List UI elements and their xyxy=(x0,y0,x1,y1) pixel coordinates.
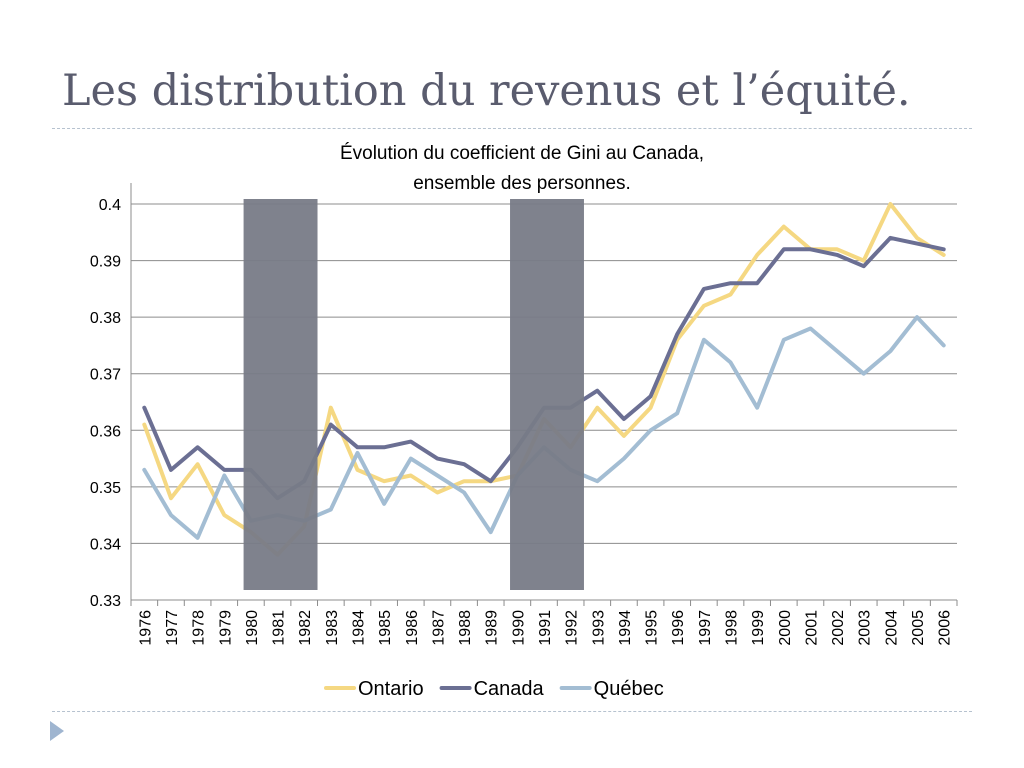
footer-divider xyxy=(52,711,972,712)
x-tick-label: 1988 xyxy=(457,610,474,646)
x-tick-label: 1992 xyxy=(564,610,581,646)
legend-label-2: Québec xyxy=(594,678,664,700)
x-tick-label: 2001 xyxy=(803,610,820,646)
x-tick-label: 1985 xyxy=(377,610,394,646)
x-tick-label: 1978 xyxy=(191,610,208,646)
shaded-period-1 xyxy=(510,199,584,590)
x-tick-label: 1999 xyxy=(750,610,767,646)
y-tick-label: 0.33 xyxy=(90,593,121,610)
x-tick-label: 1993 xyxy=(590,610,607,646)
x-tick-label: 1982 xyxy=(297,610,314,646)
x-tick-label: 1994 xyxy=(617,610,634,646)
x-tick-label: 2002 xyxy=(830,610,847,646)
x-tick-label: 1979 xyxy=(217,610,234,646)
x-tick-label: 1976 xyxy=(137,610,154,646)
y-tick-label: 0.37 xyxy=(90,367,121,384)
y-tick-label: 0.35 xyxy=(90,480,121,497)
x-tick-label: 1995 xyxy=(644,610,661,646)
x-tick-label: 1998 xyxy=(724,610,741,646)
title-divider xyxy=(52,128,972,129)
shaded-period-0 xyxy=(243,199,318,590)
x-tick-label: 2003 xyxy=(857,610,874,646)
x-tick-label: 1977 xyxy=(164,610,181,646)
x-tick-label: 1980 xyxy=(244,610,261,646)
y-tick-label: 0.36 xyxy=(90,423,121,440)
x-tick-label: 2006 xyxy=(937,610,954,646)
slide-title: Les distribution du revenus et l’équité. xyxy=(62,66,911,116)
x-tick-label: 1986 xyxy=(404,610,421,646)
chart-title-block: Évolution du coefficient de Gini au Cana… xyxy=(222,139,822,199)
y-tick-label: 0.4 xyxy=(99,197,121,214)
y-tick-label: 0.34 xyxy=(90,536,121,553)
y-tick-label: 0.38 xyxy=(90,310,121,327)
x-tick-label: 1983 xyxy=(324,610,341,646)
legend-label-1: Canada xyxy=(474,678,545,700)
legend-label-0: Ontario xyxy=(358,678,424,700)
x-tick-label: 2004 xyxy=(883,610,900,646)
y-tick-label: 0.39 xyxy=(90,254,121,271)
x-tick-label: 1990 xyxy=(510,610,527,646)
x-tick-label: 1989 xyxy=(484,610,501,646)
x-tick-label: 1981 xyxy=(271,610,288,646)
chart-title: Évolution du coefficient de Gini au Cana… xyxy=(339,143,705,164)
chart-subtitle: ensemble des personnes. xyxy=(413,173,631,194)
x-tick-label: 1984 xyxy=(350,610,367,646)
x-tick-label: 1991 xyxy=(537,610,554,646)
x-tick-label: 1987 xyxy=(430,610,447,646)
x-tick-label: 1997 xyxy=(697,610,714,646)
x-tick-label: 2000 xyxy=(777,610,794,646)
slide-bullet-icon xyxy=(50,721,64,741)
x-tick-label: 1996 xyxy=(670,610,687,646)
x-tick-label: 2005 xyxy=(910,610,927,646)
